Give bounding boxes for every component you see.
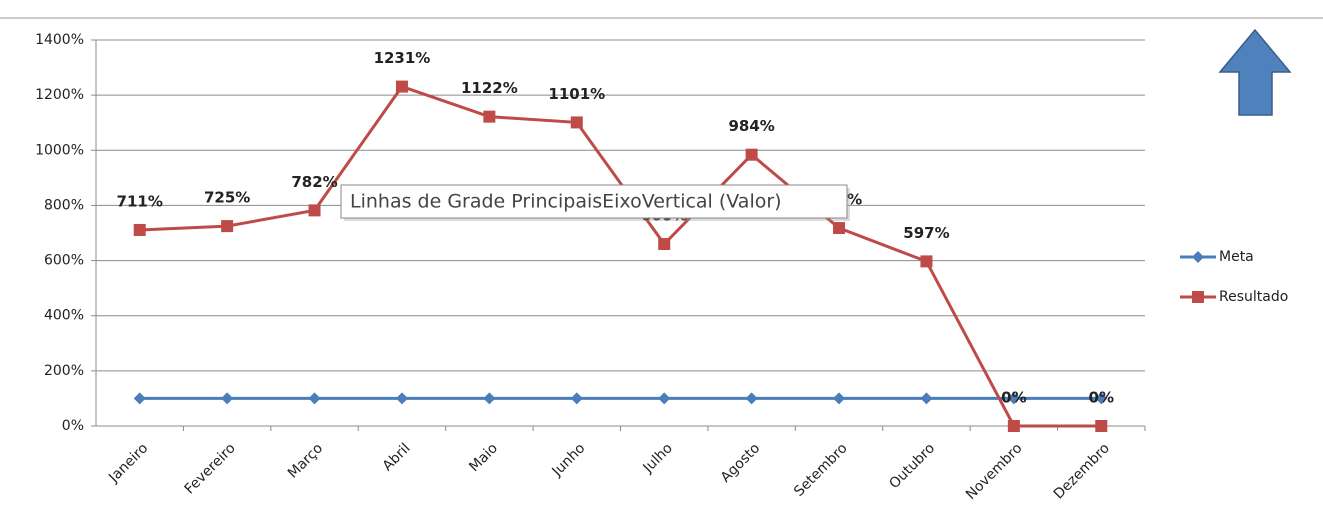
marker bbox=[833, 222, 846, 235]
legend-marker bbox=[1192, 291, 1204, 303]
marker bbox=[658, 392, 671, 405]
x-tick-label: Abril bbox=[380, 440, 414, 474]
data-label: 711% bbox=[117, 192, 163, 210]
y-tick-label: 0% bbox=[62, 418, 84, 434]
y-tick-label: 1400% bbox=[35, 32, 84, 48]
marker bbox=[308, 204, 321, 217]
x-tick-label: Julho bbox=[640, 440, 676, 476]
marker bbox=[133, 392, 146, 405]
marker bbox=[833, 392, 846, 405]
y-tick-label: 1200% bbox=[35, 87, 84, 103]
series-line bbox=[139, 84, 1102, 428]
x-tick-label: Dezembro bbox=[1051, 440, 1113, 502]
y-tick-label: 400% bbox=[44, 308, 84, 324]
data-label: 0% bbox=[1089, 389, 1114, 407]
marker bbox=[1095, 392, 1108, 405]
data-label: 1122% bbox=[461, 79, 518, 97]
tooltip: Linhas de Grade PrincipaisEixoVertical (… bbox=[340, 184, 850, 221]
x-tick-label: Janeiro bbox=[105, 440, 151, 486]
data-label: 1231% bbox=[374, 49, 431, 67]
marker bbox=[483, 392, 496, 405]
marker bbox=[920, 392, 933, 405]
data-label: 984% bbox=[728, 117, 774, 135]
marker bbox=[221, 220, 234, 233]
data-label: 782% bbox=[291, 173, 337, 191]
data-label: 725% bbox=[204, 189, 250, 207]
marker bbox=[570, 392, 583, 405]
plot-area: 0% 200% 400% 600% 800% 1000% 1200% 1400% Janeiro… bbox=[35, 32, 1288, 503]
data-label: 0% bbox=[1001, 389, 1026, 407]
marker bbox=[221, 392, 234, 405]
legend-marker bbox=[1192, 251, 1204, 263]
tooltip-text: Linhas de Grade PrincipaisEixoVertical (… bbox=[350, 191, 782, 213]
data-label: 1101% bbox=[548, 85, 605, 103]
y-tick-label: 600% bbox=[44, 253, 84, 269]
x-tick-label: Junho bbox=[549, 440, 589, 480]
marker bbox=[1007, 392, 1020, 405]
y-tick-label: 800% bbox=[44, 197, 84, 213]
marker bbox=[658, 238, 671, 251]
tooltip-box bbox=[340, 184, 848, 219]
y-tick-label: 1000% bbox=[35, 142, 84, 158]
marker bbox=[745, 392, 758, 405]
y-tick-label: 200% bbox=[44, 363, 84, 379]
marker bbox=[395, 80, 408, 93]
x-tick-label: Maio bbox=[466, 440, 501, 475]
legend-label: Resultado bbox=[1219, 289, 1288, 305]
marker bbox=[570, 116, 583, 129]
x-tick-label: Outubro bbox=[886, 440, 938, 492]
x-tick-label: Setembro bbox=[791, 440, 850, 499]
marker bbox=[308, 392, 321, 405]
marker bbox=[1095, 420, 1108, 432]
marker bbox=[483, 110, 496, 123]
x-tick-label: Fevereiro bbox=[182, 440, 239, 497]
x-tick-label: Agosto bbox=[718, 440, 764, 486]
x-tick-label: Março bbox=[285, 440, 326, 481]
up-arrow-icon bbox=[1218, 28, 1292, 116]
marker bbox=[133, 223, 146, 236]
marker bbox=[745, 148, 758, 161]
x-tick-label: Novembro bbox=[963, 440, 1026, 503]
data-label: 597% bbox=[903, 224, 949, 242]
marker bbox=[395, 392, 408, 405]
marker bbox=[920, 255, 933, 268]
marker bbox=[1007, 420, 1020, 432]
legend-label: Meta bbox=[1219, 249, 1254, 265]
